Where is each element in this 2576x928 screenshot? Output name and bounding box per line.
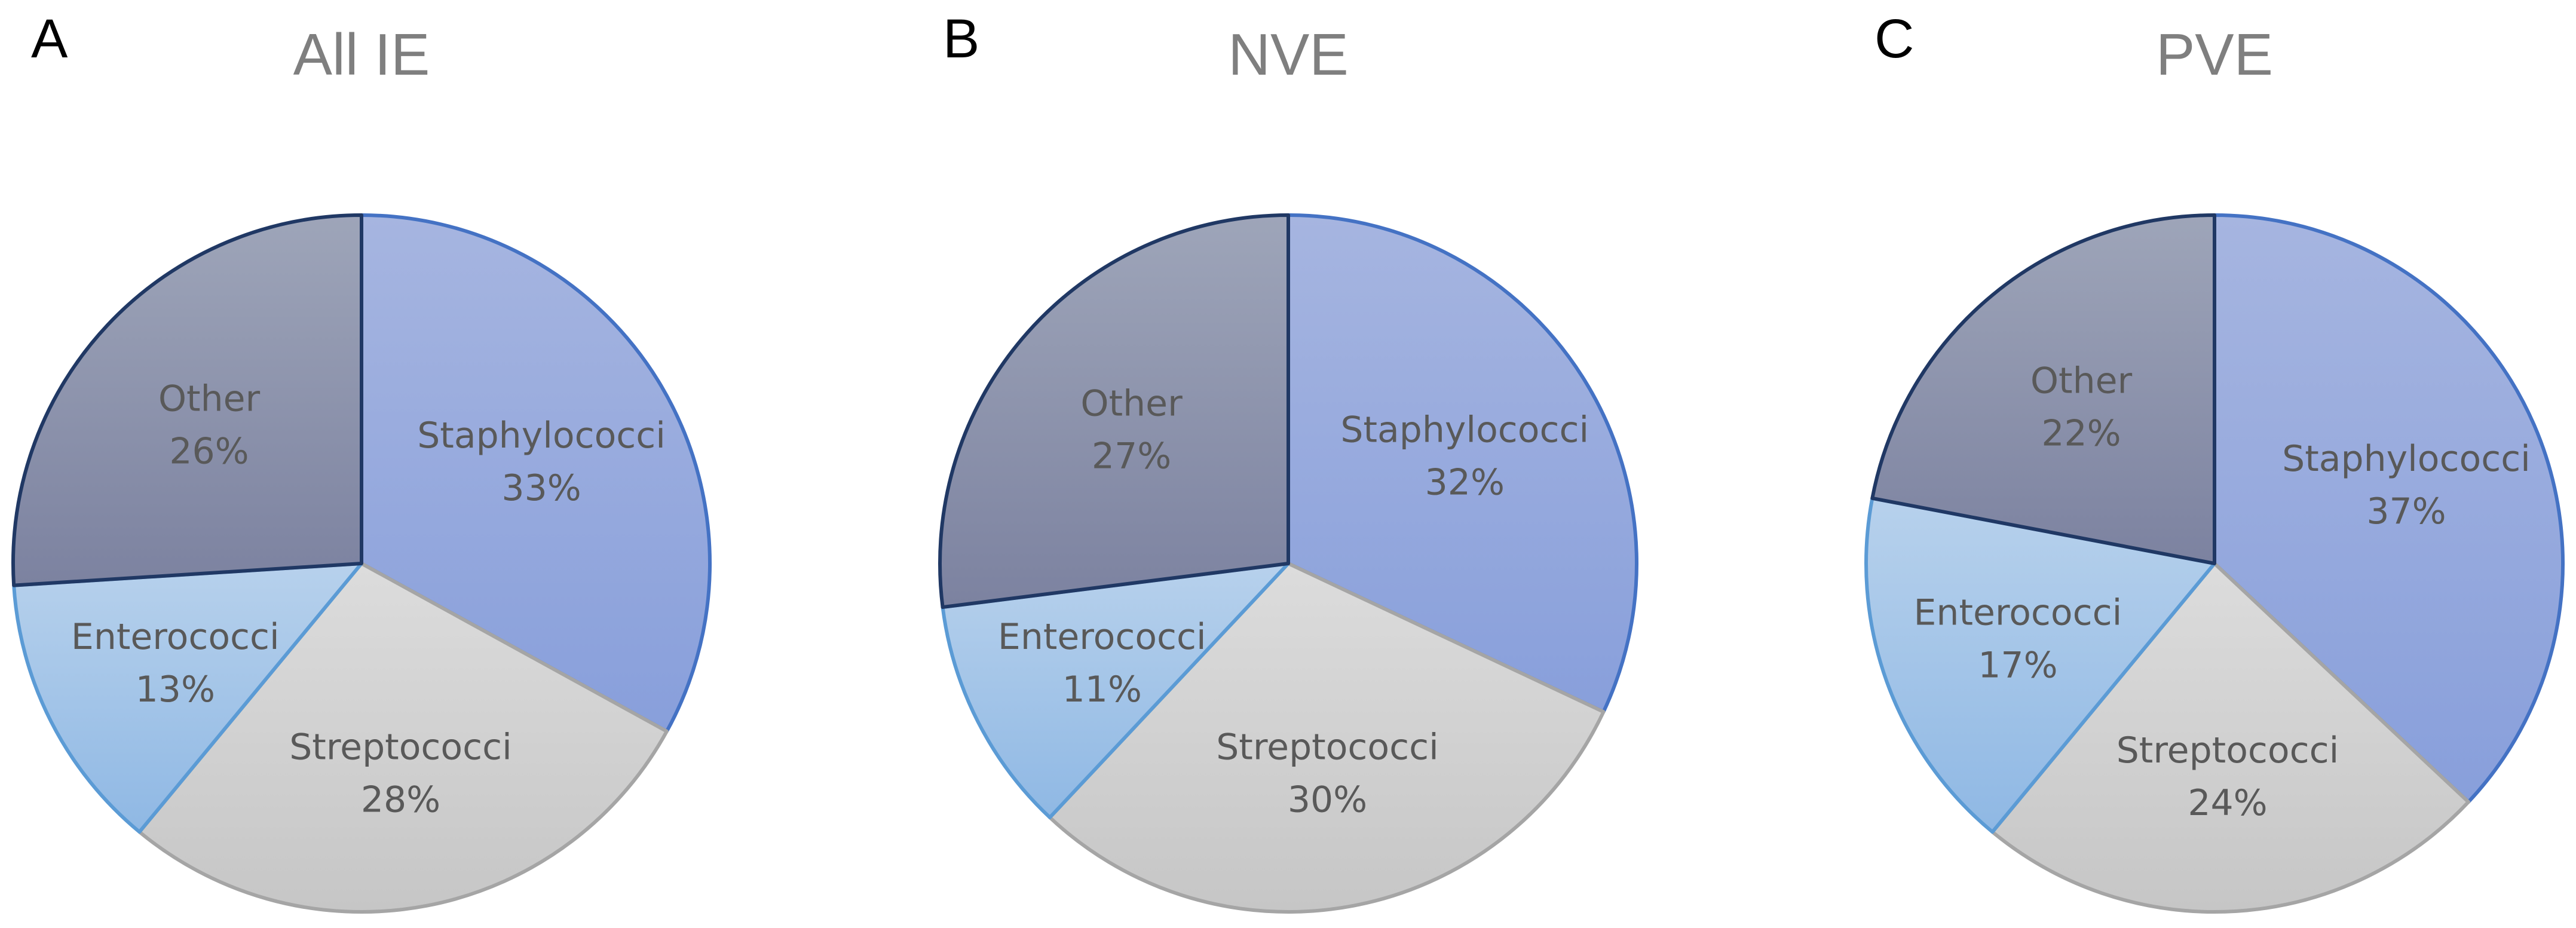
pie-slice-streptococci: [137, 562, 669, 914]
panel-nve: B NVE Staphylococci 32% Streptococci 30% Ent…: [938, 8, 1638, 914]
chart-title-pve: PVE: [2156, 22, 2273, 87]
slice-value-other: 27%: [1092, 436, 1171, 477]
slice-label-other: Other: [2030, 360, 2133, 402]
slice-value-enterococci: 11%: [1062, 669, 1142, 710]
pie-slice-other: [938, 213, 1290, 610]
slice-value-streptococci: 28%: [361, 779, 440, 821]
panel-letter-a: A: [31, 8, 68, 69]
pie-slices: [938, 213, 1638, 914]
pie-labels: Staphylococci 37% Streptococci 24% Enterococ…: [1914, 360, 2531, 825]
pie-slice-staphylococci: [360, 213, 712, 733]
slice-label-enterococci: Enterococci: [1914, 592, 2122, 634]
slice-value-enterococci: 17%: [1978, 645, 2057, 687]
panel-pve: C PVE Staphylococci 37% Streptococci 24% Ent…: [1864, 8, 2565, 914]
pie-slice-streptococci: [1047, 562, 1606, 914]
chart-title-nve: NVE: [1228, 22, 1349, 87]
slice-value-other: 22%: [2041, 413, 2121, 455]
slice-value-enterococci: 13%: [136, 669, 215, 710]
pie-slice-enterococci: [12, 562, 363, 834]
chart-title-all-ie: All IE: [293, 22, 430, 87]
panel-letter-c: C: [1874, 8, 1914, 69]
pie-slice-staphylococci: [2213, 213, 2565, 804]
pie-labels: Staphylococci 32% Streptococci 30% Enterococ…: [998, 383, 1589, 821]
slice-value-staphylococci: 33%: [501, 467, 581, 509]
pie-slices: [11, 213, 712, 914]
slice-label-streptococci: Streptococci: [1216, 727, 1439, 768]
slice-label-other: Other: [158, 378, 261, 420]
slice-label-staphylococci: Staphylococci: [1340, 409, 1589, 451]
slice-value-staphylococci: 37%: [2366, 491, 2446, 532]
slice-value-staphylococci: 32%: [1425, 462, 1505, 504]
panel-all-ie: A All IE Staphylococci 33% Streptococci 28%…: [11, 8, 712, 914]
pie-labels: Staphylococci 33% Streptococci 28% Enterococ…: [71, 378, 666, 821]
pie-slice-enterococci: [941, 562, 1290, 819]
pie-slice-enterococci: [1864, 496, 2216, 834]
slice-label-streptococci: Streptococci: [289, 727, 512, 768]
slice-value-streptococci: 24%: [2188, 782, 2267, 824]
slice-label-staphylococci: Staphylococci: [2282, 438, 2531, 480]
pie-slices: [1864, 213, 2565, 914]
slice-label-enterococci: Enterococci: [998, 616, 1206, 658]
slice-label-staphylococci: Staphylococci: [417, 415, 666, 457]
slice-value-other: 26%: [169, 431, 249, 473]
panel-letter-b: B: [943, 8, 979, 69]
slice-label-streptococci: Streptococci: [2116, 730, 2339, 771]
pie-slice-other: [1870, 213, 2216, 565]
slice-value-streptococci: 30%: [1288, 779, 1367, 821]
pie-slice-staphylococci: [1287, 213, 1638, 714]
slice-label-enterococci: Enterococci: [71, 616, 280, 658]
pie-slice-other: [11, 213, 363, 587]
pie-slice-streptococci: [1990, 562, 2470, 914]
slice-label-other: Other: [1080, 383, 1183, 425]
